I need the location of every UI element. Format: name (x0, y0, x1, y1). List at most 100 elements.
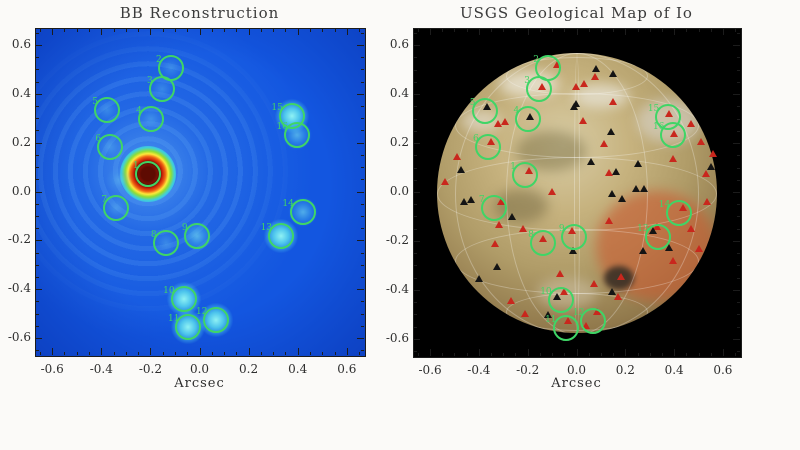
black-triangle-volcano-marker (606, 127, 615, 135)
axis-tick (413, 155, 417, 157)
red-triangle-hotspot-marker (579, 116, 588, 124)
black-triangle-volcano-marker (492, 263, 501, 271)
axis-tick (600, 352, 602, 356)
axis-tick (76, 351, 78, 355)
axis-tick (174, 351, 176, 355)
axis-tick (413, 289, 420, 291)
axis-tick (733, 192, 740, 193)
x-tick-label: -0.4 (89, 362, 113, 376)
axis-tick (35, 252, 39, 254)
axis-tick (360, 228, 364, 230)
source-circle-9 (183, 223, 210, 250)
axis-tick (686, 28, 688, 32)
source-number-label: 5 (469, 97, 476, 108)
source-number-label: 14 (658, 199, 671, 210)
axis-tick (625, 28, 627, 35)
axis-tick (360, 179, 364, 181)
axis-tick (64, 28, 66, 32)
red-triangle-hotspot-marker (572, 82, 581, 90)
axis-tick (413, 45, 420, 47)
red-triangle-hotspot-marker (580, 79, 589, 87)
y-tick-label: -0.4 (385, 281, 409, 296)
axis-tick (297, 348, 299, 355)
red-triangle-hotspot-marker (686, 225, 695, 233)
x-tick-label: 0.6 (713, 363, 733, 377)
red-triangle-hotspot-marker (668, 257, 677, 265)
axis-tick (503, 352, 505, 356)
axis-tick (413, 32, 417, 34)
axis-tick (360, 252, 364, 254)
x-tick-label: 0.0 (189, 362, 210, 376)
red-triangle-hotspot-marker (452, 152, 461, 160)
axis-tick (360, 203, 364, 205)
axis-tick (211, 351, 213, 355)
source-number-label: 1 (510, 161, 517, 172)
axis-tick (224, 351, 226, 355)
x-tick-label: 0.4 (288, 362, 308, 376)
axis-tick (736, 167, 740, 169)
source-number-label: 11 (545, 314, 557, 325)
axis-tick (174, 28, 176, 32)
black-triangle-volcano-marker (634, 159, 643, 167)
source-number-label: 13 (637, 224, 649, 235)
left-plot-title: BB Reconstruction (119, 4, 280, 22)
axis-tick (736, 57, 740, 59)
source-circle-9 (560, 224, 587, 251)
axis-tick (334, 28, 336, 32)
y-tick-label: -0.6 (385, 330, 409, 345)
axis-tick (35, 350, 39, 352)
axis-tick (35, 215, 39, 217)
axis-tick (736, 351, 740, 353)
axis-tick (736, 302, 740, 304)
red-triangle-hotspot-marker (440, 177, 449, 185)
source-number-label: 3 (524, 76, 530, 87)
axis-tick (413, 216, 417, 218)
axis-tick (360, 57, 364, 59)
source-circle-16 (283, 121, 310, 148)
y-tick-label: 0.0 (11, 183, 31, 198)
axis-tick (35, 179, 39, 181)
axis-tick (454, 352, 456, 356)
axis-tick (733, 289, 740, 291)
red-triangle-hotspot-marker (506, 297, 515, 305)
x-tick-label: 0.2 (239, 362, 259, 376)
axis-tick (698, 28, 700, 32)
source-number-label: 15 (647, 103, 660, 114)
axis-tick (454, 28, 456, 32)
globe-limb-shading (437, 53, 717, 333)
axis-tick (360, 350, 364, 352)
black-triangle-volcano-marker (466, 196, 475, 204)
axis-tick (359, 28, 361, 32)
x-tick-label: -0.4 (467, 363, 491, 377)
red-triangle-hotspot-marker (555, 270, 564, 278)
axis-tick (466, 352, 468, 356)
red-triangle-hotspot-marker (695, 245, 704, 253)
axis-tick (576, 349, 578, 356)
left-x-axis-title: Arcsec (174, 376, 225, 391)
source-number-label: 9 (558, 224, 565, 235)
axis-tick (297, 28, 299, 35)
red-triangle-hotspot-marker (494, 221, 503, 229)
right-x-axis-title: Arcsec (551, 376, 602, 391)
black-triangle-volcano-marker (543, 311, 552, 319)
axis-tick (101, 28, 103, 35)
source-number-label: 9 (181, 223, 188, 234)
axis-tick (413, 143, 420, 145)
axis-tick (637, 28, 639, 32)
axis-tick (360, 106, 364, 108)
source-number-label: 16 (276, 121, 288, 132)
source-number-label: 12 (572, 307, 585, 318)
source-number-label: 4 (136, 105, 142, 116)
source-circle-1 (512, 161, 539, 188)
source-circle-11 (552, 314, 579, 341)
axis-tick (588, 352, 590, 356)
axis-tick (736, 265, 740, 267)
axis-tick (600, 28, 602, 32)
axis-tick (35, 191, 42, 193)
axis-tick (357, 289, 364, 291)
axis-tick (413, 265, 417, 267)
red-triangle-hotspot-marker (702, 169, 711, 177)
y-tick-label: -0.6 (7, 329, 31, 344)
axis-tick (413, 192, 420, 193)
x-tick-label: 0.2 (615, 363, 635, 377)
